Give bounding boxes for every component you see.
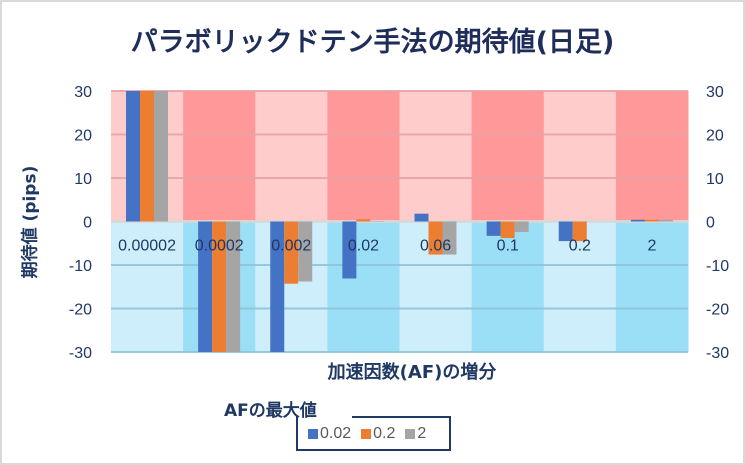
legend-item[interactable]: 0.02 <box>308 425 351 443</box>
legend-label: 0.2 <box>373 425 396 442</box>
category-label: 0.002 <box>271 238 311 255</box>
y-tick-label-left: 10 <box>74 171 92 188</box>
y-tick-label-right: -30 <box>706 345 729 362</box>
category-label: 0.0002 <box>195 238 244 255</box>
bar <box>356 219 371 222</box>
y-axis-label: 期待値 (pips) <box>20 165 41 279</box>
x-axis-label: 加速因数(AF)の増分 <box>327 362 497 383</box>
legend-label: 2 <box>417 425 427 442</box>
bar <box>514 221 529 232</box>
legend-item[interactable]: 0.2 <box>361 425 395 443</box>
y-tick-label-right: 30 <box>706 84 724 101</box>
positive-band <box>399 91 473 222</box>
bar <box>442 221 457 255</box>
y-tick-label-left: 30 <box>74 84 92 101</box>
background-bands <box>111 91 689 352</box>
category-label: 0.1 <box>497 238 519 255</box>
bar <box>414 213 429 222</box>
bar <box>270 221 285 352</box>
y-tick-label-left: -10 <box>69 258 92 275</box>
y-tick-label-left: 20 <box>74 128 92 145</box>
y-tick-label-left: 0 <box>83 215 92 232</box>
bar <box>154 91 168 222</box>
bar <box>284 221 299 284</box>
category-label: 0.06 <box>420 238 451 255</box>
legend-label: 0.02 <box>320 425 352 442</box>
y-tick-label-right: -20 <box>706 302 729 319</box>
legend-box-top-border <box>352 416 449 418</box>
negative-band <box>327 221 400 352</box>
bar <box>644 219 659 222</box>
bar <box>298 221 313 282</box>
bar <box>126 91 140 222</box>
y-tick-label-right: 10 <box>706 171 724 188</box>
category-label: 0.2 <box>569 238 591 255</box>
bar <box>558 221 573 242</box>
bar <box>198 221 213 352</box>
y-tick-label-right: 20 <box>706 128 724 145</box>
bar <box>140 91 154 222</box>
category-labels: 0.00002 0.0002 0.002 0.02 0.06 0.1 0.2 2 <box>118 238 656 255</box>
y-axis-right-ticks: 30 20 10 0 -10 -20 -30 <box>706 84 729 362</box>
legend-item[interactable]: 2 <box>405 425 426 443</box>
negative-band <box>111 221 184 352</box>
positive-band <box>543 91 617 222</box>
negative-band <box>543 221 617 352</box>
bar <box>658 219 673 222</box>
legend-box <box>296 416 451 451</box>
bar <box>630 219 645 222</box>
positive-band <box>255 91 328 222</box>
category-label: 0.00002 <box>118 238 176 255</box>
legend: 0.02 0.2 2 <box>308 425 426 443</box>
bar <box>500 221 515 239</box>
legend-swatch-icon <box>405 429 416 439</box>
positive-band <box>183 91 256 222</box>
positive-band <box>615 91 689 222</box>
bar <box>572 221 587 242</box>
y-axis-left-ticks: 30 20 10 0 -10 -20 -30 <box>69 84 92 362</box>
negative-band <box>471 221 545 352</box>
legend-swatch-icon <box>308 429 318 439</box>
bar <box>486 221 501 236</box>
y-tick-label-left: -20 <box>69 302 92 319</box>
y-tick-label-left: -30 <box>69 345 92 362</box>
category-label: 0.02 <box>348 238 379 255</box>
category-label: 2 <box>647 238 656 255</box>
legend-title: AFの最大値 <box>224 401 317 421</box>
bar <box>226 221 241 352</box>
y-tick-label-right: 0 <box>706 215 715 232</box>
legend-swatch-icon <box>361 429 372 439</box>
positive-band <box>327 91 400 222</box>
negative-band <box>615 221 689 352</box>
positive-band <box>471 91 545 222</box>
chart-title: パラボリックドテン手法の期待値(日足) <box>130 27 615 58</box>
bar <box>212 221 227 352</box>
bar <box>428 221 443 255</box>
bar <box>342 221 357 279</box>
y-tick-label-right: -10 <box>706 258 729 275</box>
bars <box>126 91 673 352</box>
